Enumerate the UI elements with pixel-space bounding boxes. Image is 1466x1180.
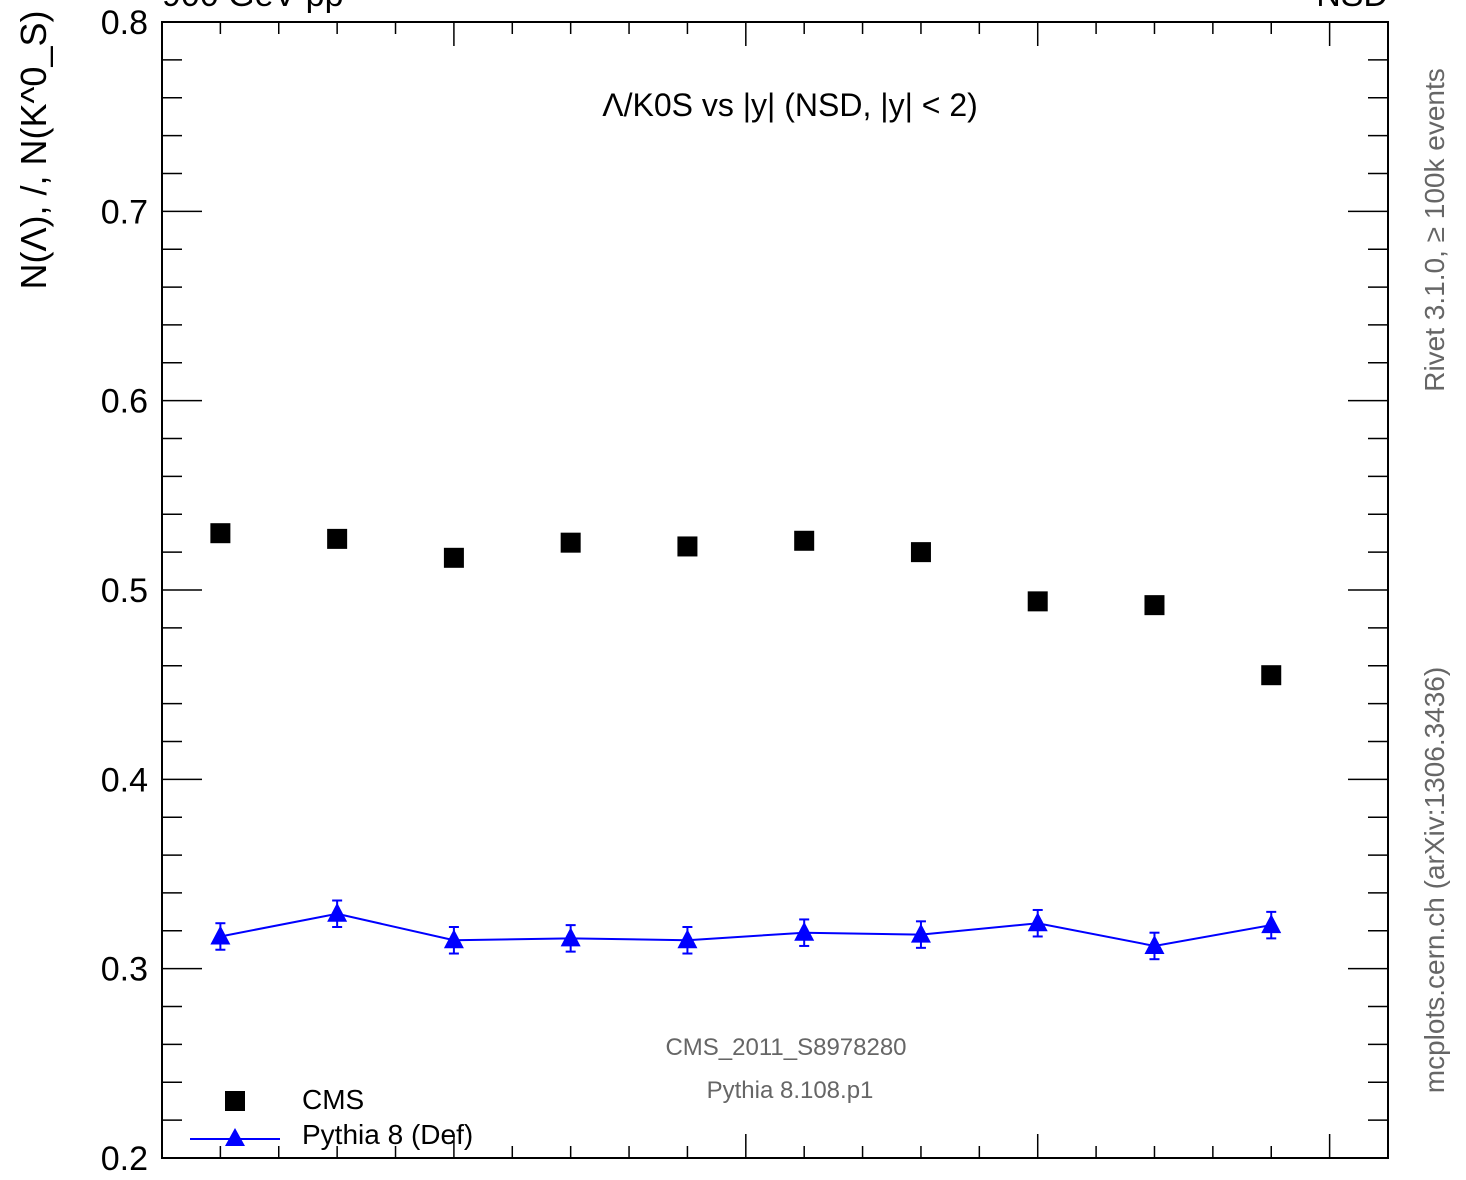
pythia-point: [677, 929, 698, 949]
pythia-line: [220, 912, 1272, 947]
y-tick-label: 0.6: [101, 383, 148, 421]
y-tick-label: 0.2: [101, 1140, 148, 1178]
y-axis-label: N(Λ), /, N(K^0_S): [13, 11, 54, 290]
legend-cms-marker: [225, 1091, 245, 1111]
cms-point: [443, 547, 464, 568]
y-tick-label: 0.3: [101, 951, 148, 989]
cms-point: [210, 523, 231, 544]
watermark-analysis: CMS_2011_S8978280: [665, 1034, 906, 1061]
header-left-label: 900 GeV pp: [162, 0, 343, 14]
y-tick-labels: 0.2 0.3 0.4 0.5 0.6 0.7 0.8: [101, 4, 148, 1178]
plot-frame: [161, 21, 1389, 1159]
cms-point: [560, 532, 581, 553]
mcplots-label: mcplots.cern.ch (arXiv:1306.3436): [1419, 667, 1450, 1093]
cms-point: [794, 530, 815, 551]
pythia-point: [327, 902, 348, 922]
cms-point: [327, 528, 348, 549]
watermark-generator: Pythia 8.108.p1: [707, 1077, 874, 1104]
legend-cms-label: CMS: [302, 1084, 364, 1115]
series-layer: [210, 523, 1282, 961]
pythia-point: [443, 929, 464, 949]
y-tick-label: 0.8: [101, 4, 148, 42]
rivet-label: Rivet 3.1.0, ≥ 100k events: [1419, 68, 1450, 392]
y-tick-label: 0.7: [101, 193, 148, 231]
pythia-point: [210, 925, 231, 945]
pythia-point: [794, 921, 815, 941]
y-tick-label: 0.4: [101, 761, 148, 799]
chart-title: Λ/K0S vs |y| (NSD, |y| < 2): [602, 87, 978, 123]
pythia-point: [560, 927, 581, 947]
y-tick-label: 0.5: [101, 572, 148, 610]
cms-point: [910, 542, 931, 563]
axis-ticks: [161, 21, 1389, 1159]
cms-point: [677, 536, 698, 557]
plot-border: [161, 21, 1389, 1159]
cms-point: [1144, 595, 1165, 616]
cms-point: [1027, 591, 1048, 612]
pythia-point: [1027, 912, 1048, 932]
pythia-point: [910, 923, 931, 943]
header-right-label: NSD: [1316, 0, 1388, 14]
legend: CMS Pythia 8 (Def): [190, 1084, 473, 1150]
legend-pythia-marker: [225, 1128, 245, 1146]
cms-point: [1261, 665, 1282, 686]
pythia-point: [1261, 914, 1282, 934]
legend-pythia-label: Pythia 8 (Def): [302, 1119, 473, 1150]
pythia-point: [1144, 934, 1165, 954]
